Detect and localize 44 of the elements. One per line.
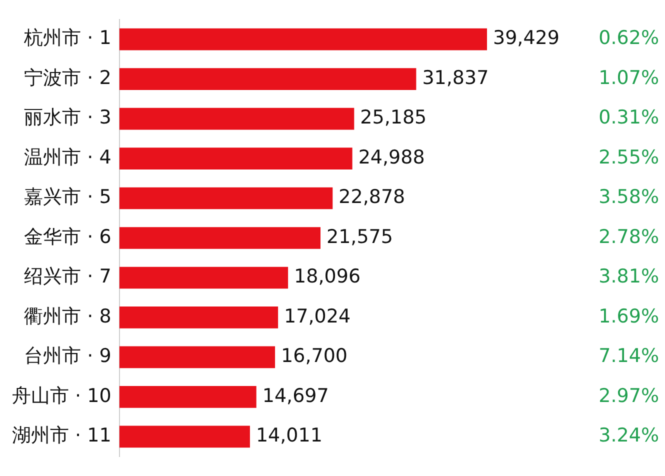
- data-label: 21,575: [326, 226, 393, 248]
- data-label: 24,988: [358, 146, 425, 168]
- y-tick-label: 金华市 · 6: [24, 226, 112, 248]
- y-tick-label: 嘉兴市 · 5: [24, 186, 112, 208]
- bar: [119, 68, 416, 90]
- y-tick-label: 丽水市 · 3: [24, 106, 112, 129]
- y-tick-label: 湖州市 · 11: [12, 424, 112, 447]
- data-label: 14,011: [256, 424, 322, 447]
- data-label: 31,837: [422, 66, 489, 89]
- bar: [119, 108, 354, 130]
- text: 2.97%: [598, 384, 659, 407]
- data-label: 25,185: [360, 106, 427, 129]
- bar: [119, 187, 333, 210]
- bar: [119, 306, 278, 328]
- bar: [119, 386, 256, 408]
- text: 3.24%: [598, 424, 659, 447]
- y-tick-label: 台州市 · 9: [24, 345, 112, 368]
- y-tick-label: 宁波市 · 2: [24, 66, 112, 89]
- y-tick-label: 衢州市 · 8: [24, 305, 112, 328]
- y-tick-label: 杭州市 · 1: [23, 27, 112, 50]
- text: 2.55%: [598, 146, 659, 168]
- text: 0.62%: [598, 27, 659, 50]
- data-label: 18,096: [294, 266, 361, 288]
- text: 3.58%: [598, 186, 659, 208]
- data-label: 22,878: [338, 186, 406, 208]
- y-tick-label: 舟山市 · 10: [12, 384, 112, 407]
- y-tick-label: 绍兴市 · 7: [24, 266, 112, 288]
- bar: [119, 148, 352, 170]
- bar: [119, 227, 320, 249]
- text: 1.07%: [598, 66, 659, 89]
- bar: [119, 28, 487, 50]
- bar: [119, 426, 250, 448]
- data-label: 39,429: [493, 27, 560, 50]
- text: 3.81%: [598, 266, 659, 288]
- text: 0.31%: [598, 106, 659, 129]
- bar: [119, 346, 276, 368]
- data-label: 17,024: [284, 305, 351, 328]
- data-label: 16,700: [281, 345, 348, 368]
- bar: [119, 266, 288, 289]
- y-tick-label: 温州市 · 4: [24, 146, 112, 168]
- data-label: 14,697: [262, 384, 329, 407]
- text: 7.14%: [598, 345, 659, 368]
- text: 2.78%: [598, 226, 659, 248]
- text: 1.69%: [598, 305, 659, 328]
